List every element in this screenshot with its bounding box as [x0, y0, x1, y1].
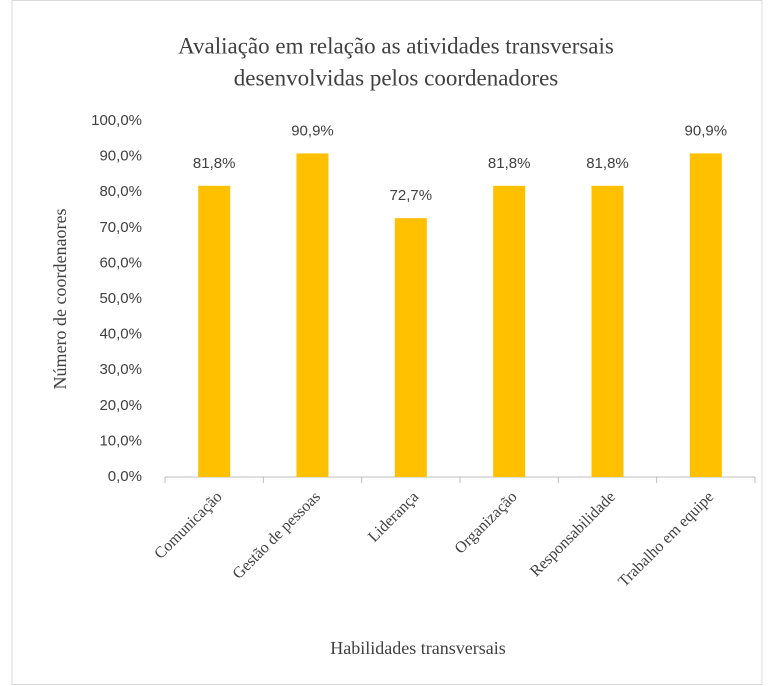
data-label: 81,8% [586, 155, 629, 172]
y-tick-label: 30,0% [99, 361, 142, 378]
bar [493, 185, 526, 478]
y-tick-label: 90,0% [99, 148, 142, 165]
y-tick-label: 60,0% [99, 254, 142, 271]
y-tick-label: 50,0% [99, 290, 142, 307]
data-label: 90,9% [291, 122, 334, 139]
bar [689, 153, 722, 477]
chart-title: desenvolvidas pelos coordenadores [234, 65, 559, 90]
data-label: 90,9% [685, 122, 728, 139]
data-label: 81,8% [193, 155, 236, 172]
x-axis-label: Habilidades transversais [330, 638, 505, 658]
y-tick-label: 70,0% [99, 219, 142, 236]
y-tick-label: 10,0% [99, 432, 142, 449]
bar [591, 185, 624, 478]
y-tick-label: 80,0% [99, 183, 142, 200]
y-tick-label: 0,0% [108, 468, 142, 485]
y-tick-label: 40,0% [99, 326, 142, 343]
data-label: 72,7% [390, 187, 433, 204]
chart-title: Avaliação em relação as atividades trans… [178, 33, 614, 58]
chart-frame [11, 0, 763, 685]
data-label: 81,8% [488, 155, 531, 172]
bar [296, 153, 329, 477]
y-axis-label: Número de coordenaores [50, 209, 70, 390]
bar [394, 218, 427, 478]
y-tick-label: 100,0% [91, 112, 142, 129]
bar [198, 185, 231, 478]
y-tick-label: 20,0% [99, 397, 142, 414]
